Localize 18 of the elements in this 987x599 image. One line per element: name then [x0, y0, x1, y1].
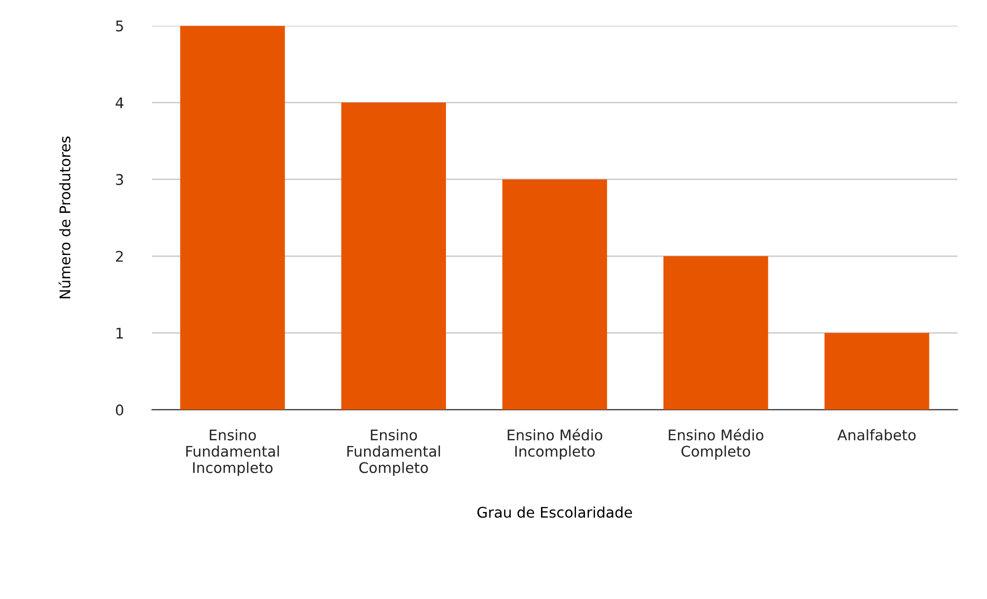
bar [502, 179, 608, 410]
y-axis-title: Número de Produtores [58, 136, 70, 298]
x-tick-label: Ensino Médio Completo [668, 428, 764, 460]
x-tick-label: Ensino Médio Incompleto [508, 428, 602, 460]
bar [824, 332, 930, 410]
x-tick-label: Analfabeto [837, 429, 916, 440]
y-tick-label: 0 [116, 404, 124, 416]
bar [663, 256, 768, 410]
y-tick-label: 1 [116, 328, 123, 338]
x-tick-label: Ensino Fundamental Completo [347, 429, 440, 476]
y-tick-label: 3 [116, 174, 124, 186]
bar [341, 102, 446, 410]
x-tick-label: Ensino Fundamental Incompleto [186, 429, 279, 476]
y-tick-label: 5 [116, 20, 123, 32]
x-axis-title: Grau de Escolaridade [477, 506, 632, 518]
y-tick-label: 4 [116, 97, 124, 108]
bar [180, 26, 285, 410]
y-tick-label: 2 [116, 250, 123, 262]
